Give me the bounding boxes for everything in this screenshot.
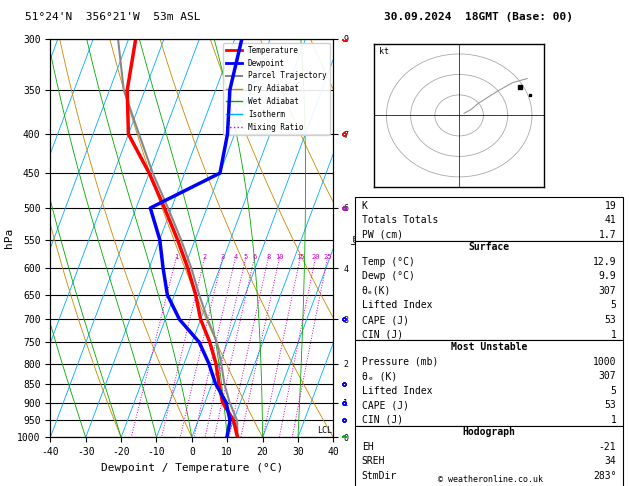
Text: 1: 1 bbox=[174, 254, 179, 260]
Text: 34: 34 bbox=[604, 456, 616, 467]
Text: 9.9: 9.9 bbox=[599, 271, 616, 281]
Text: K: K bbox=[362, 201, 367, 210]
Text: 307: 307 bbox=[599, 286, 616, 296]
Text: 41: 41 bbox=[604, 215, 616, 225]
Text: 1: 1 bbox=[611, 415, 616, 425]
Text: 12.9: 12.9 bbox=[593, 257, 616, 267]
Text: SREH: SREH bbox=[362, 456, 385, 467]
Text: 20: 20 bbox=[311, 254, 320, 260]
Text: 30.09.2024  18GMT (Base: 00): 30.09.2024 18GMT (Base: 00) bbox=[384, 12, 572, 22]
Text: Totals Totals: Totals Totals bbox=[362, 215, 438, 225]
Text: θₑ(K): θₑ(K) bbox=[362, 286, 391, 296]
Text: Most Unstable: Most Unstable bbox=[451, 342, 527, 352]
Legend: Temperature, Dewpoint, Parcel Trajectory, Dry Adiabat, Wet Adiabat, Isotherm, Mi: Temperature, Dewpoint, Parcel Trajectory… bbox=[223, 43, 330, 135]
Text: Temp (°C): Temp (°C) bbox=[362, 257, 415, 267]
Text: 283°: 283° bbox=[593, 471, 616, 481]
Text: 25: 25 bbox=[323, 254, 332, 260]
Text: 5: 5 bbox=[244, 254, 248, 260]
Text: EH: EH bbox=[362, 442, 374, 452]
Text: CIN (J): CIN (J) bbox=[362, 415, 403, 425]
Text: CAPE (J): CAPE (J) bbox=[362, 315, 409, 325]
Text: 1: 1 bbox=[611, 330, 616, 340]
Text: Hodograph: Hodograph bbox=[462, 427, 516, 437]
Text: 2: 2 bbox=[203, 254, 207, 260]
Text: © weatheronline.co.uk: © weatheronline.co.uk bbox=[438, 474, 543, 484]
Text: Lifted Index: Lifted Index bbox=[362, 386, 432, 396]
Text: 1.7: 1.7 bbox=[599, 230, 616, 240]
Text: 6: 6 bbox=[252, 254, 257, 260]
Text: 8: 8 bbox=[266, 254, 270, 260]
Text: Surface: Surface bbox=[469, 242, 509, 252]
Text: 51°24'N  356°21'W  53m ASL: 51°24'N 356°21'W 53m ASL bbox=[25, 12, 201, 22]
Text: 53: 53 bbox=[604, 315, 616, 325]
Text: 307: 307 bbox=[599, 371, 616, 381]
Text: CIN (J): CIN (J) bbox=[362, 330, 403, 340]
Text: 5: 5 bbox=[611, 300, 616, 311]
Text: 10: 10 bbox=[276, 254, 284, 260]
Text: PW (cm): PW (cm) bbox=[362, 230, 403, 240]
Text: Pressure (mb): Pressure (mb) bbox=[362, 357, 438, 366]
Y-axis label: hPa: hPa bbox=[4, 228, 14, 248]
Text: 15: 15 bbox=[296, 254, 304, 260]
Text: θₑ (K): θₑ (K) bbox=[362, 371, 397, 381]
X-axis label: Dewpoint / Temperature (°C): Dewpoint / Temperature (°C) bbox=[101, 463, 283, 473]
Text: Dewp (°C): Dewp (°C) bbox=[362, 271, 415, 281]
Text: kt: kt bbox=[379, 47, 389, 56]
Text: 4: 4 bbox=[233, 254, 238, 260]
Text: -21: -21 bbox=[599, 442, 616, 452]
Text: 3: 3 bbox=[221, 254, 225, 260]
Text: LCL: LCL bbox=[317, 426, 332, 435]
Text: 5: 5 bbox=[611, 386, 616, 396]
Text: 19: 19 bbox=[604, 201, 616, 210]
Text: StmDir: StmDir bbox=[362, 471, 397, 481]
Text: Lifted Index: Lifted Index bbox=[362, 300, 432, 311]
Text: 53: 53 bbox=[604, 400, 616, 410]
Text: 1000: 1000 bbox=[593, 357, 616, 366]
Text: CAPE (J): CAPE (J) bbox=[362, 400, 409, 410]
Y-axis label: km
ASL: km ASL bbox=[351, 229, 372, 247]
